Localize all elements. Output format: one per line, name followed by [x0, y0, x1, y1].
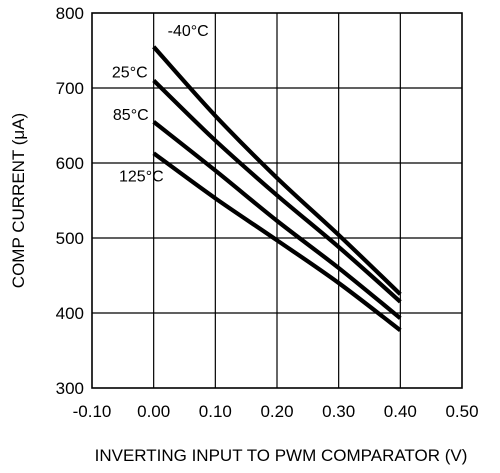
- series-line: [152, 120, 402, 320]
- y-tick-label: 600: [56, 154, 84, 173]
- plot-frame: [91, 12, 463, 389]
- y-axis-label: COMP CURRENT (μA): [9, 113, 28, 288]
- x-tick-label: 0.20: [260, 402, 293, 421]
- y-tick-label: 800: [56, 4, 84, 23]
- x-tick-label: 0.30: [322, 402, 355, 421]
- x-tick-label: 0.40: [384, 402, 417, 421]
- x-tick-label: 0.00: [137, 402, 170, 421]
- series-label: 85°C: [113, 107, 149, 124]
- series-label: 25°C: [112, 65, 148, 82]
- series-label: -40°C: [168, 23, 209, 40]
- y-tick-label: 300: [56, 379, 84, 398]
- y-tick-labels: 300 400 500 600 700 800: [56, 4, 84, 398]
- x-axis-label: INVERTING INPUT TO PWM COMPARATOR (V): [95, 446, 468, 465]
- y-tick-label: 700: [56, 79, 84, 98]
- x-tick-label: 0.10: [199, 402, 232, 421]
- y-tick-label: 400: [56, 304, 84, 323]
- series-line: [152, 45, 402, 296]
- series-curves: [152, 45, 402, 332]
- x-tick-label: -0.10: [73, 402, 112, 421]
- series-label: 125°C: [119, 168, 164, 185]
- x-tick-labels: -0.10 0.00 0.10 0.20 0.30 0.40 0.50: [73, 402, 479, 421]
- y-tick-label: 500: [56, 229, 84, 248]
- series-line: [152, 79, 402, 304]
- x-tick-label: 0.50: [445, 402, 478, 421]
- series-labels: -40°C 25°C 85°C 125°C: [112, 23, 209, 186]
- grid-lines: [92, 13, 462, 388]
- series-line: [152, 151, 402, 332]
